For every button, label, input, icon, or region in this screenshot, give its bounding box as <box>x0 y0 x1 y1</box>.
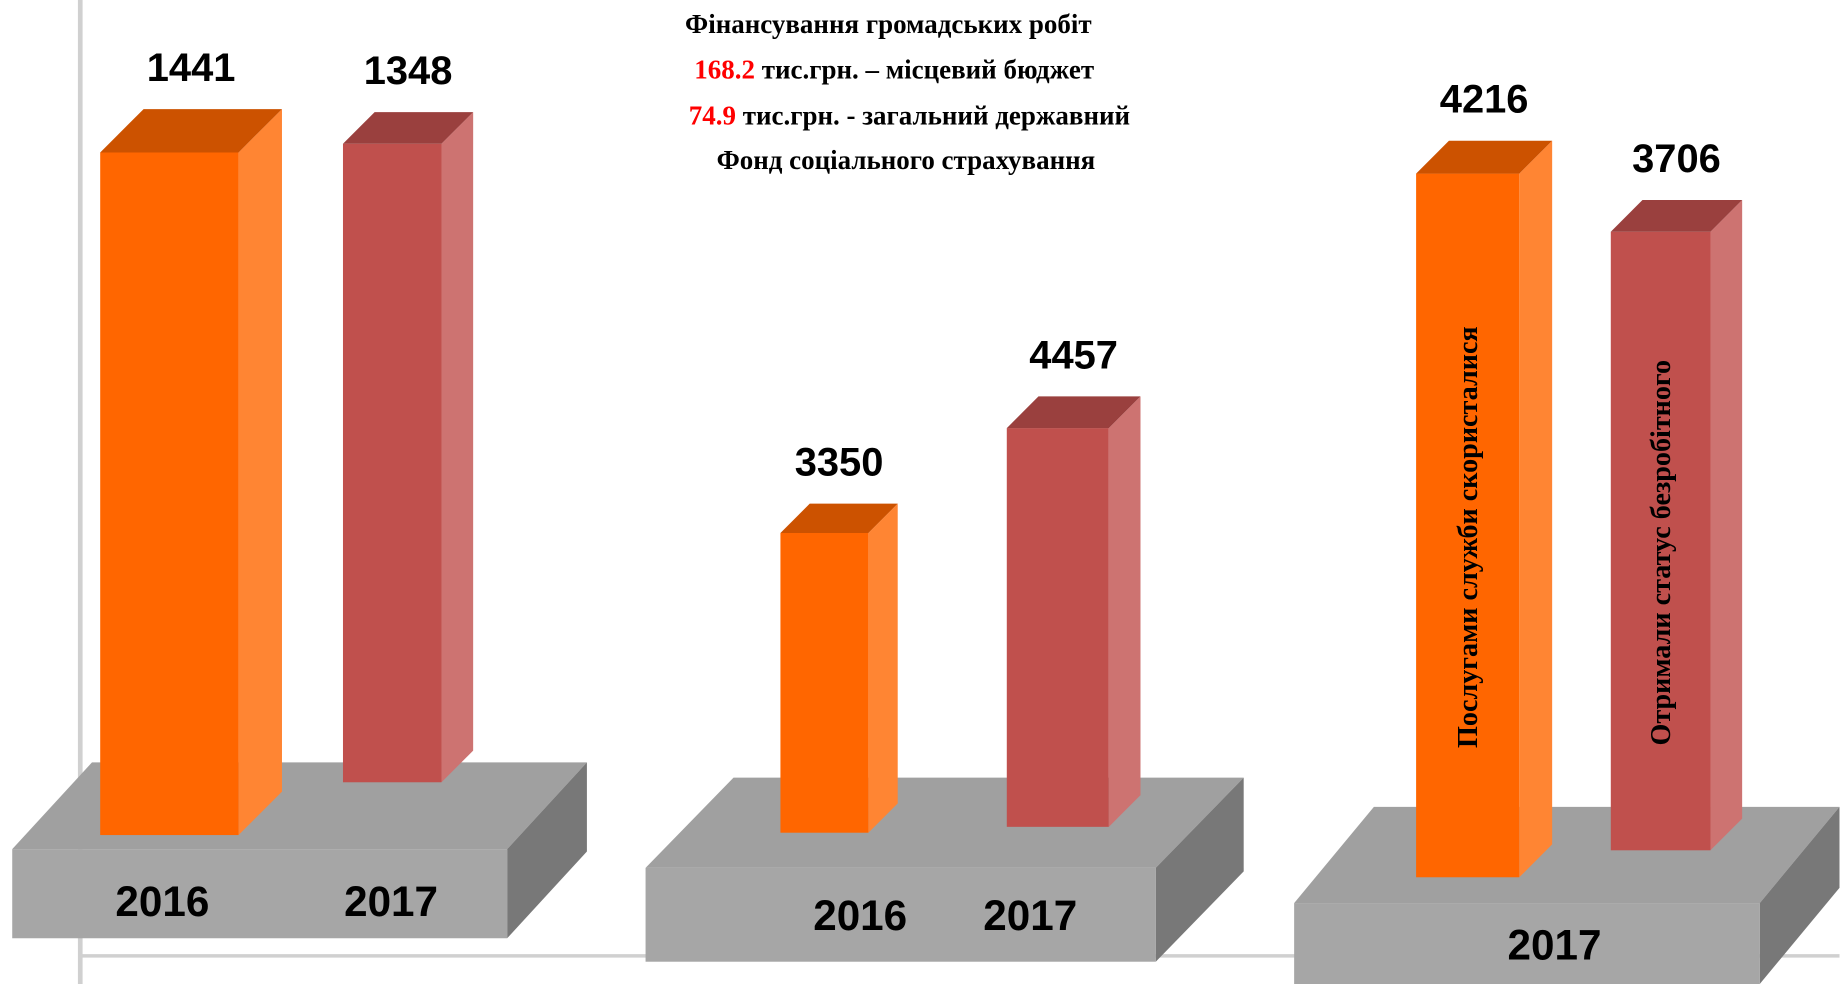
bar-side <box>238 109 282 836</box>
bar-side <box>1519 140 1553 878</box>
value-label: 1441 <box>147 46 236 90</box>
bar-front <box>100 152 239 836</box>
platform-side <box>1155 777 1244 962</box>
amount-text: тис.грн. – місцевий бюджет <box>762 55 1094 85</box>
category-label: 2016 <box>115 878 209 925</box>
bar-top <box>342 112 474 144</box>
header-subtitle: Фонд соціального страхування <box>717 145 1096 175</box>
bar-side <box>1108 396 1141 827</box>
category-label: 2017 <box>1508 921 1602 968</box>
category-label: 2016 <box>813 892 907 939</box>
value-label: 3350 <box>795 441 884 485</box>
series-label: Послугами служби скористалися <box>1453 326 1484 748</box>
header: Фінансування громадських робіт 168.2 тис… <box>685 9 1130 175</box>
bar <box>1006 396 1141 827</box>
bar-side <box>868 503 898 833</box>
header-line: 168.2 тис.грн. – місцевий бюджет <box>694 55 1094 85</box>
bar-top <box>1006 396 1141 429</box>
bar-front <box>780 532 869 833</box>
platform-side <box>507 762 587 939</box>
value-label: 3706 <box>1632 137 1721 181</box>
value-label: 1348 <box>364 49 453 93</box>
platform-top <box>645 777 1244 868</box>
platform-front <box>645 867 1156 962</box>
series-label: Отримали статус безробітного <box>1646 360 1677 746</box>
category-label: 2017 <box>344 878 438 925</box>
bar-top <box>100 109 282 153</box>
bar-front <box>1416 173 1520 878</box>
header-title: Фінансування громадських робіт <box>685 9 1092 39</box>
header-line: 74.9 тис.грн. - загальний державний <box>689 100 1130 130</box>
platform-side <box>1759 806 1840 984</box>
value-label: 4457 <box>1029 333 1118 377</box>
bar-front <box>1006 428 1109 827</box>
category-label: 2017 <box>983 892 1077 939</box>
bar-front <box>1610 231 1711 851</box>
platform-top <box>12 762 587 850</box>
bar-side <box>441 112 474 783</box>
platform-front <box>1294 903 1760 984</box>
platform-front <box>12 849 508 939</box>
bar <box>342 112 474 783</box>
bar-top <box>780 503 898 533</box>
bar <box>1610 200 1743 851</box>
value-label: 4216 <box>1440 78 1529 122</box>
bar-top <box>1416 140 1553 174</box>
platform-top <box>1294 806 1840 904</box>
bar <box>780 503 898 833</box>
amount: 74.9 <box>689 100 736 130</box>
bar <box>100 109 282 836</box>
bar-front <box>342 143 442 783</box>
bar <box>1416 140 1553 878</box>
amount-text: тис.грн. - загальний державний <box>743 100 1130 130</box>
bar-top <box>1610 200 1743 232</box>
bar-side <box>1710 200 1743 851</box>
amount: 168.2 <box>694 55 755 85</box>
